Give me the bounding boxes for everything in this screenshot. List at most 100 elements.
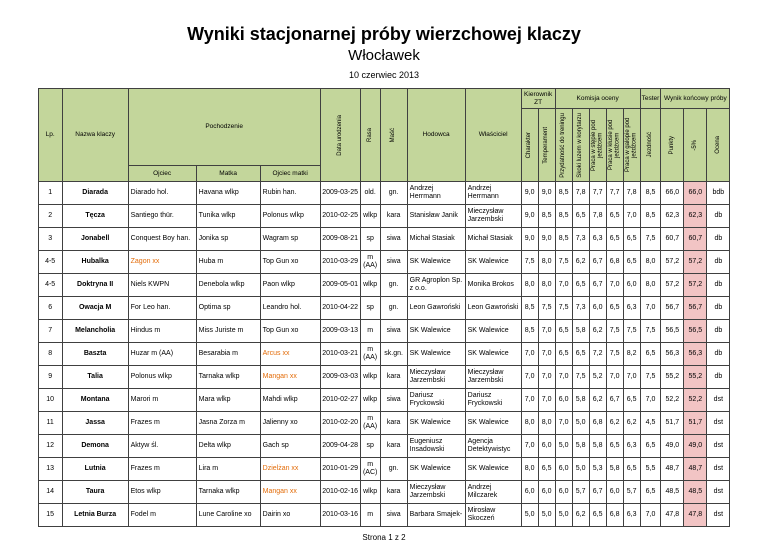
cell-minus5: 48,7 [683, 457, 708, 481]
cell-ojciec-matki: Top Gun xo [259, 250, 321, 274]
cell-score-7: 7,8 [622, 181, 641, 205]
table-row: 4-5 Hubalka Zagon xx Huba m Top Gun xo 2010-0… [37, 250, 731, 274]
cell-wlasciciel: Monika Brokos [464, 273, 522, 297]
cell-score-5: 6,5 [588, 503, 607, 527]
cell-ojciec-matki: Top Gun xo [259, 319, 321, 343]
cell-punkty: 47,8 [660, 503, 685, 527]
cell-ocena: db [706, 227, 731, 251]
cell-score-4: 6,5 [571, 342, 590, 366]
header-masc: Maść [379, 88, 408, 182]
header-ocena: Ocena [706, 108, 731, 182]
cell-rasa: sp [359, 296, 381, 320]
cell-score-2: 7,0 [537, 365, 556, 389]
table-row: 13 Lutnia Frazes m Lira m Dzielżan xx 2010-01… [37, 457, 731, 481]
cell-masc: kara [379, 480, 408, 504]
cell-data-ur: 2009-04-28 [319, 434, 361, 458]
cell-masc: siwa [379, 388, 408, 412]
cell-nazwa: Doktryna II [61, 273, 129, 297]
page-footer: Strona 1 z 2 [362, 533, 406, 542]
cell-score-7: 6,2 [622, 411, 641, 435]
cell-minus5: 56,3 [683, 342, 708, 366]
cell-rasa: wlkp [359, 480, 381, 504]
cell-hodowca: Barbara Smajek- [406, 503, 466, 527]
cell-score-3: 7,5 [554, 296, 573, 320]
cell-hodowca: Eugeniusz Insadowski [406, 434, 466, 458]
cell-lp: 2 [37, 204, 63, 228]
cell-score-5: 5,3 [588, 457, 607, 481]
cell-score-8: 7,0 [639, 503, 662, 527]
cell-minus5: 51,7 [683, 411, 708, 435]
cell-hodowca: SK Walewice [406, 342, 466, 366]
cell-masc: gn. [379, 296, 408, 320]
cell-score-2: 9,0 [537, 227, 556, 251]
cell-score-1: 7,0 [520, 388, 539, 412]
cell-score-8: 7,0 [639, 388, 662, 412]
header-lp: Lp. [37, 88, 63, 182]
cell-minus5: 55,2 [683, 365, 708, 389]
cell-ocena: dst [706, 388, 731, 412]
cell-score-3: 6,0 [554, 457, 573, 481]
cell-score-3: 5,0 [554, 503, 573, 527]
cell-wlasciciel: Dariusz Fryckowski [464, 388, 522, 412]
cell-score-5: 6,7 [588, 480, 607, 504]
cell-score-1: 5,0 [520, 503, 539, 527]
page-date: 10 czerwiec 2013 [348, 70, 420, 80]
cell-score-6: 6,5 [605, 204, 624, 228]
cell-punkty: 48,5 [660, 480, 685, 504]
cell-data-ur: 2009-08-21 [319, 227, 361, 251]
cell-score-1: 7,0 [520, 365, 539, 389]
cell-rasa: wlkp [359, 204, 381, 228]
header-tester: Tester [639, 88, 662, 109]
cell-punkty: 51,7 [660, 411, 685, 435]
header-minus5: -5% [683, 108, 708, 182]
cell-ojciec: Niels KWPN [127, 273, 197, 297]
cell-score-2: 7,0 [537, 342, 556, 366]
cell-wlasciciel: Agencja Detektywistyc [464, 434, 522, 458]
cell-punkty: 48,7 [660, 457, 685, 481]
cell-wlasciciel: Andrzej Herrmann [464, 181, 522, 205]
cell-rasa: m [359, 503, 381, 527]
cell-lp: 10 [37, 388, 63, 412]
cell-lp: 8 [37, 342, 63, 366]
cell-score-7: 8,2 [622, 342, 641, 366]
cell-score-1: 6,0 [520, 480, 539, 504]
cell-lp: 15 [37, 503, 63, 527]
cell-score-7: 6,5 [622, 388, 641, 412]
cell-punkty: 56,5 [660, 319, 685, 343]
results-table: Lp. Nazwa klaczy Pochodzenie Data urodze… [37, 87, 731, 527]
cell-score-4: 5,8 [571, 388, 590, 412]
cell-nazwa: Montana [61, 388, 129, 412]
cell-score-6: 6,7 [605, 388, 624, 412]
cell-score-7: 7,0 [622, 204, 641, 228]
cell-masc: kara [379, 411, 408, 435]
cell-ocena: dst [706, 457, 731, 481]
cell-ojciec: Diarado hol. [127, 181, 197, 205]
cell-score-3: 7,5 [554, 250, 573, 274]
cell-score-5: 6,2 [588, 319, 607, 343]
header-temperament: Temperament [537, 108, 556, 182]
cell-data-ur: 2010-01-29 [319, 457, 361, 481]
cell-matka: Lira m [195, 457, 261, 481]
cell-score-8: 5,5 [639, 457, 662, 481]
cell-matka: Miss Juriste m [195, 319, 261, 343]
header-praca-step: Praca w stępie pod jeźdźcem [588, 108, 607, 182]
cell-hodowca: Andrzej Herrmann [406, 181, 466, 205]
cell-score-5: 6,7 [588, 250, 607, 274]
cell-wlasciciel: Michał Stasiak [464, 227, 522, 251]
cell-ojciec: Conquest Boy han. [127, 227, 197, 251]
cell-nazwa: Baszta [61, 342, 129, 366]
header-wynik-koncowy: Wynik końcowy próby [660, 88, 731, 109]
cell-nazwa: Owacja M [61, 296, 129, 320]
cell-lp: 4-5 [37, 250, 63, 274]
header-ojciec: Ojciec [127, 165, 197, 182]
cell-score-1: 8,0 [520, 457, 539, 481]
cell-score-8: 8,0 [639, 273, 662, 297]
cell-hodowca: SK Walewice [406, 250, 466, 274]
cell-score-8: 7,0 [639, 296, 662, 320]
cell-minus5: 66,0 [683, 181, 708, 205]
cell-matka: Tarnaka wlkp [195, 480, 261, 504]
cell-score-7: 5,7 [622, 480, 641, 504]
cell-ojciec: For Leo han. [127, 296, 197, 320]
cell-data-ur: 2010-03-29 [319, 250, 361, 274]
table-body: 1 Diarada Diarado hol. Havana wlkp Rubin han… [37, 181, 731, 527]
